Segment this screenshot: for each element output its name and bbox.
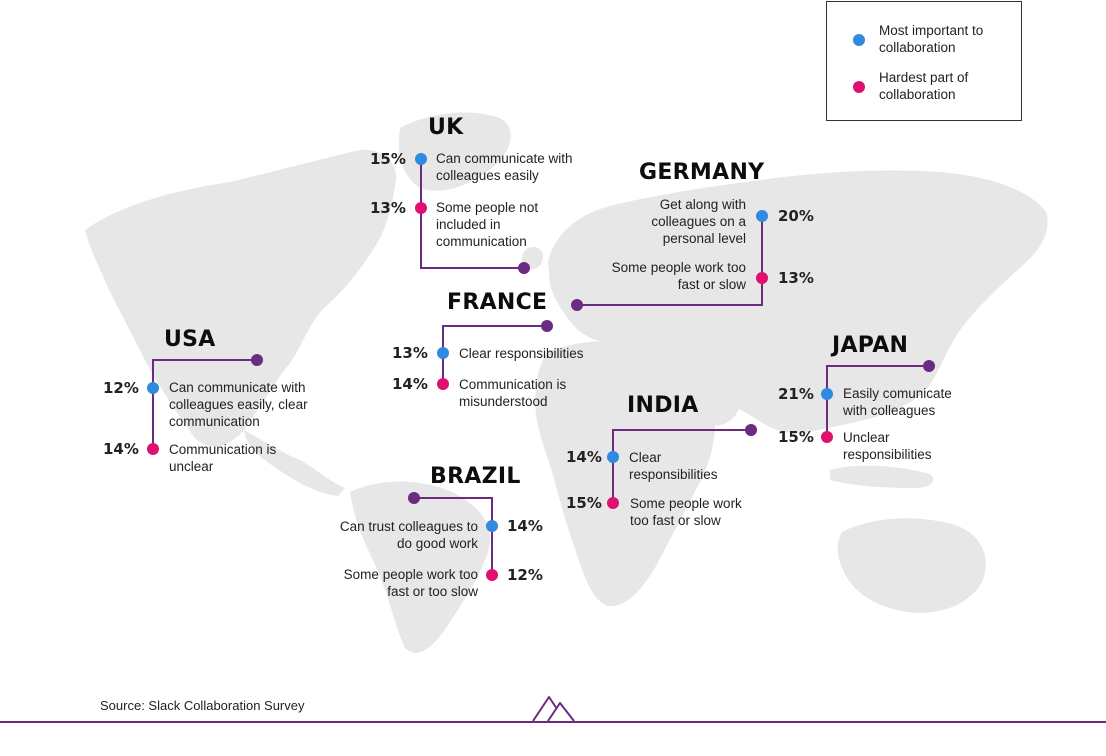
usa-hardest-label: Communication is unclear xyxy=(169,442,277,474)
country-name-usa: USA xyxy=(164,327,216,352)
important-dot-japan xyxy=(821,388,833,400)
india-important-pct: 14% xyxy=(566,448,602,466)
indonesia-shape xyxy=(830,465,934,488)
connector-uk xyxy=(420,159,524,269)
hardest-dot-brazil xyxy=(486,569,498,581)
anchor-dot-usa xyxy=(251,354,263,366)
germany-hardest-pct: 13% xyxy=(778,269,814,287)
important-dot-usa xyxy=(147,382,159,394)
connector-brazil xyxy=(414,497,493,575)
usa-hardest-pct: 14% xyxy=(103,440,139,458)
connector-france xyxy=(442,325,547,384)
hardest-dot-uk xyxy=(415,202,427,214)
hardest-dot-india xyxy=(607,497,619,509)
connector-usa xyxy=(152,359,257,449)
australia-shape xyxy=(837,518,986,613)
anchor-dot-india xyxy=(745,424,757,436)
france-important-pct: 13% xyxy=(392,344,428,362)
important-dot-uk xyxy=(415,153,427,165)
connector-india xyxy=(612,429,751,503)
country-name-japan: JAPAN xyxy=(832,333,909,358)
brazil-hardest-label: Some people work too fast or too slow xyxy=(343,567,478,599)
africa-shape xyxy=(535,341,716,607)
legend-important-label: Most important to collaboration xyxy=(879,23,984,55)
country-name-germany: GERMANY xyxy=(639,160,765,185)
germany-important-label: Get along with colleagues on a personal … xyxy=(651,197,746,246)
country-name-france: FRANCE xyxy=(447,290,548,315)
uk-important-pct: 15% xyxy=(370,150,406,168)
connector-germany xyxy=(577,216,763,306)
country-name-brazil: BRAZIL xyxy=(430,464,521,489)
important-dot-france xyxy=(437,347,449,359)
india-hardest-pct: 15% xyxy=(566,494,602,512)
japan-shape xyxy=(914,318,942,385)
important-dot-germany xyxy=(756,210,768,222)
france-hardest-label: Communication is misunderstood xyxy=(459,377,567,409)
legend-hardest-dot xyxy=(853,81,865,93)
france-important-label: Clear responsibilities xyxy=(459,346,584,361)
north-america-shape xyxy=(85,149,397,447)
japan-important-label: Easily comunicate with colleagues xyxy=(843,386,952,418)
anchor-dot-japan xyxy=(923,360,935,372)
source-note: Source: Slack Collaboration Survey xyxy=(100,698,305,713)
south-america-shape xyxy=(350,481,491,653)
hardest-dot-france xyxy=(437,378,449,390)
uk-hardest-label: Some people not included in communicatio… xyxy=(436,200,539,249)
legend-important-dot xyxy=(853,34,865,46)
central-america-shape xyxy=(244,430,345,496)
brazil-important-label: Can trust colleagues to do good work xyxy=(339,519,478,551)
anchor-dot-brazil xyxy=(408,492,420,504)
uk-important-label: Can communicate with colleagues easily xyxy=(436,151,573,183)
mountain-logo-icon xyxy=(532,696,575,722)
anchor-dot-france xyxy=(541,320,553,332)
usa-important-label: Can communicate with colleagues easily, … xyxy=(169,380,308,429)
important-dot-brazil xyxy=(486,520,498,532)
hardest-dot-usa xyxy=(147,443,159,455)
france-hardest-pct: 14% xyxy=(392,375,428,393)
japan-important-pct: 21% xyxy=(778,385,814,403)
arabia-shape xyxy=(660,373,740,427)
brazil-important-pct: 14% xyxy=(507,517,543,535)
uk-hardest-pct: 13% xyxy=(370,199,406,217)
germany-important-pct: 20% xyxy=(778,207,814,225)
footer-rule xyxy=(0,696,1106,723)
legend: Most important to collaboration Hardest … xyxy=(826,1,1022,121)
connector-japan xyxy=(826,365,929,437)
japan-hardest-pct: 15% xyxy=(778,428,814,446)
anchor-dot-uk xyxy=(518,262,530,274)
usa-important-pct: 12% xyxy=(103,379,139,397)
hardest-dot-germany xyxy=(756,272,768,284)
country-name-uk: UK xyxy=(428,115,464,140)
japan-hardest-label: Unclear responsibilities xyxy=(843,430,932,462)
important-dot-india xyxy=(607,451,619,463)
anchor-dot-germany xyxy=(571,299,583,311)
germany-hardest-label: Some people work too fast or slow xyxy=(611,260,746,292)
brazil-hardest-pct: 12% xyxy=(507,566,543,584)
india-important-label: Clear responsibilities xyxy=(629,450,718,482)
legend-hardest-label: Hardest part of collaboration xyxy=(879,70,969,102)
country-name-india: INDIA xyxy=(627,393,699,418)
greenland-shape xyxy=(398,112,511,191)
india-hardest-label: Some people work too fast or slow xyxy=(630,496,742,528)
hardest-dot-japan xyxy=(821,431,833,443)
